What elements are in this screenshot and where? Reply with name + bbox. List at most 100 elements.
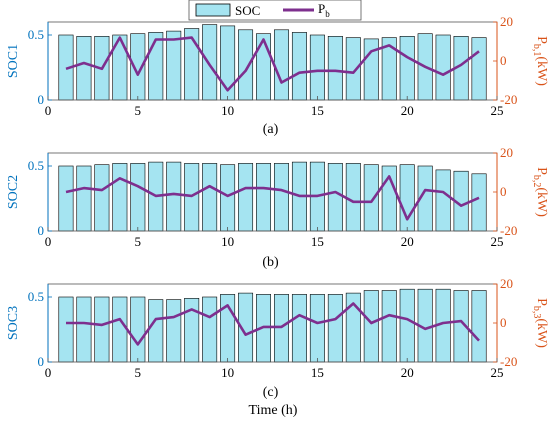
soc-bar: [238, 29, 254, 101]
x-tick-label: 5: [135, 365, 142, 380]
y-tick-label: 0.5: [28, 158, 44, 173]
soc-bar: [76, 296, 92, 363]
soc-bar: [166, 299, 182, 363]
soc-bar: [363, 38, 379, 101]
y2-axis-label-unit: (kW): [534, 187, 549, 217]
soc-bar: [256, 163, 272, 232]
soc-bar: [58, 165, 74, 232]
soc-bar: [256, 33, 272, 101]
soc-bar: [327, 35, 343, 101]
soc-bar: [345, 163, 361, 232]
x-tick-label: 10: [221, 103, 234, 118]
shared-xlabel: Time (h): [249, 403, 298, 418]
y2-axis-label-unit: (kW): [534, 56, 549, 86]
soc-bar: [363, 164, 379, 232]
soc-bar: [273, 294, 289, 363]
soc-bar: [166, 30, 182, 101]
y2-axis-label-main: P: [534, 36, 549, 44]
y2-tick-label: -20: [500, 92, 517, 107]
soc-bar: [435, 34, 451, 101]
x-tick-label: 0: [45, 234, 52, 249]
y2-tick-label: 0: [500, 184, 507, 199]
soc-bar: [148, 32, 164, 101]
x-tick-label: 20: [401, 365, 414, 380]
y2-tick-label: 0: [500, 53, 507, 68]
y2-tick-label: 20: [500, 276, 513, 291]
soc-bar: [273, 29, 289, 101]
x-tick-label: 15: [311, 234, 324, 249]
x-tick-label: 0: [45, 103, 52, 118]
x-tick-label: 20: [401, 234, 414, 249]
y2-tick-label: 0: [500, 315, 507, 330]
chart-panel-1: 0 5 10 15 20 25 0 0.5 -20 0 20 SOC1 Pb,1(kW) (a): [6, 14, 549, 137]
soc-bar: [399, 35, 415, 101]
x-tick-label: 25: [491, 103, 504, 118]
legend-frame: [188, 0, 362, 21]
x-tick-label: 15: [311, 365, 324, 380]
y2-tick-label: -20: [500, 354, 517, 369]
legend-line-label: Pb: [318, 1, 330, 19]
x-tick-label: 25: [491, 234, 504, 249]
y2-tick-label: -20: [500, 223, 517, 238]
y2-axis-label: Pb,1(kW): [531, 36, 549, 86]
soc-bar: [166, 161, 182, 232]
soc-bar: [202, 296, 218, 363]
y2-axis-label-sub: b,3: [531, 306, 542, 319]
soc-bar: [94, 296, 110, 363]
soc-bar: [202, 163, 218, 232]
soc-bar: [184, 163, 200, 232]
x-tick-label: 20: [401, 103, 414, 118]
soc-bar: [76, 165, 92, 232]
soc-bar: [148, 299, 164, 363]
pb-line: [65, 175, 480, 221]
panel-label: (a): [263, 122, 279, 137]
soc-bar: [112, 296, 128, 363]
soc-bar: [399, 288, 415, 363]
x-tick-label: 25: [491, 365, 504, 380]
y-tick-label: 0: [38, 223, 45, 238]
chart-panel-2: 0 5 10 15 20 25 0 0.5 -20 0 20 SOC2 Pb,2(kW) (b): [6, 145, 549, 270]
panel-label: (b): [262, 255, 279, 270]
soc-bar: [435, 169, 451, 232]
soc-bar: [94, 164, 110, 232]
soc-bar: [238, 163, 254, 232]
legend-bar-swatch: [195, 3, 231, 17]
y-tick-label: 0.5: [28, 289, 44, 304]
soc-bar: [309, 294, 325, 363]
y2-tick-label: 20: [500, 145, 513, 160]
y2-tick-label: 20: [500, 14, 513, 29]
soc-bar: [112, 163, 128, 232]
x-tick-label: 10: [221, 234, 234, 249]
chart-panel-3: 0 5 10 15 20 25 0 0.5 -20 0 20 SOC3 Pb,3(kW) (c): [6, 276, 549, 400]
y2-axis-label-main: P: [534, 167, 549, 175]
pb-line: [65, 36, 480, 92]
soc-bar: [58, 296, 74, 363]
x-tick-label: 5: [135, 103, 142, 118]
soc-bar: [399, 164, 415, 232]
x-tick-label: 5: [135, 234, 142, 249]
soc-bar: [471, 290, 487, 363]
soc-bar: [130, 163, 146, 232]
x-tick-label: 15: [311, 103, 324, 118]
soc-bar: [273, 163, 289, 232]
soc-bar: [327, 163, 343, 232]
soc-bar: [471, 173, 487, 232]
soc-bar: [381, 290, 397, 363]
pb-line: [66, 302, 480, 346]
y2-axis-label-main: P: [534, 298, 549, 306]
y2-axis-label-sub: b,1: [531, 44, 542, 57]
soc-bar: [345, 37, 361, 101]
y-tick-label: 0: [38, 92, 45, 107]
legend: SOC Pb: [188, 0, 362, 21]
y2-axis-label-unit: (kW): [534, 318, 549, 348]
legend-bar-label: SOC: [235, 3, 260, 18]
soc-bar: [327, 294, 343, 363]
soc-bar: [291, 294, 307, 363]
y-tick-label: 0.5: [28, 27, 44, 42]
y-axis-label: SOC2: [6, 175, 21, 209]
y2-axis-label-sub: b,2: [531, 175, 542, 188]
soc-bar: [363, 290, 379, 363]
soc-bar: [76, 35, 92, 101]
